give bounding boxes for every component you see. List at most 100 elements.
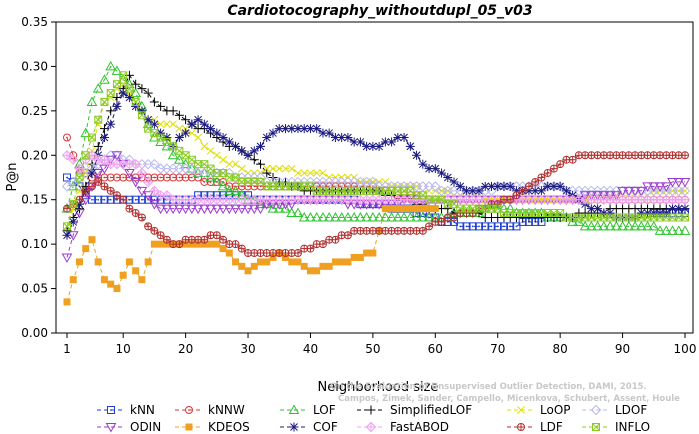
point-COF-33 xyxy=(268,128,278,138)
point-LoOP-23 xyxy=(206,146,215,155)
point-LoOP-38 xyxy=(300,169,309,177)
point-LOF-91 xyxy=(629,220,641,231)
point-LOF-97 xyxy=(667,225,678,235)
point-COF-8 xyxy=(112,101,122,111)
point-ODIN-23 xyxy=(205,204,216,215)
point-LOF-44 xyxy=(336,211,348,222)
point-SimplifiedLOF-30 xyxy=(249,155,259,165)
point-ODIN-13 xyxy=(142,191,154,201)
point-FastABOD-99 xyxy=(679,194,691,205)
point-KDEOS-36 xyxy=(288,258,296,266)
point-KDEOS-53 xyxy=(394,205,402,213)
point-COF-51 xyxy=(380,137,390,147)
point-LOF-84 xyxy=(586,220,597,231)
y-tick-label-7: 0.35 xyxy=(21,15,48,29)
legend-marker-COF xyxy=(289,422,299,432)
legend-label-INFLO: INFLO xyxy=(615,420,650,434)
point-LOF-40 xyxy=(311,211,323,222)
point-LOF-46 xyxy=(348,211,360,222)
point-LOF-50 xyxy=(373,211,385,222)
point-KDEOS-54 xyxy=(400,205,408,213)
point-COF-27 xyxy=(231,141,241,151)
point-INFLO-7 xyxy=(106,89,115,98)
point-COF-30 xyxy=(249,146,259,156)
point-FastABOD-1 xyxy=(68,154,79,165)
point-ODIN-8 xyxy=(111,151,123,161)
point-KDEOS-44 xyxy=(338,258,346,266)
point-COF-76 xyxy=(536,186,546,196)
point-KDEOS-16 xyxy=(163,240,171,248)
point-LOF-3 xyxy=(80,127,92,138)
point-ODIN-22 xyxy=(198,204,210,215)
point-LDF-75 xyxy=(531,177,540,186)
point-COF-24 xyxy=(212,128,222,138)
point-COF-85 xyxy=(593,204,603,214)
point-LOF-96 xyxy=(660,225,672,235)
point-KDEOS-59 xyxy=(431,205,439,213)
y-axis-label: P@n xyxy=(5,162,20,191)
point-ODIN-11 xyxy=(130,177,142,188)
point-kNN-68 xyxy=(487,222,496,231)
point-kNNW-18 xyxy=(175,173,184,182)
point-COF-20 xyxy=(187,119,197,129)
point-LDF-60 xyxy=(437,217,446,226)
point-COF-98 xyxy=(674,204,684,214)
point-LoOP-2 xyxy=(75,186,84,195)
point-COF-56 xyxy=(412,150,422,160)
legend-label-FastABOD: FastABOD xyxy=(390,420,449,434)
point-LDF-39 xyxy=(306,244,315,253)
legend-item-COF: COF xyxy=(280,420,338,434)
point-LDOF-3 xyxy=(80,167,91,179)
point-KDEOS-47 xyxy=(356,253,364,261)
point-LDF-77 xyxy=(543,169,552,178)
series-FastABOD xyxy=(61,150,691,205)
point-KDEOS-55 xyxy=(406,205,414,213)
point-kNNW-15 xyxy=(156,173,165,182)
point-LOF-85 xyxy=(592,220,603,231)
legend-marker-LDF xyxy=(517,423,525,431)
point-LOF-47 xyxy=(355,211,366,222)
series-KDEOS xyxy=(63,205,439,306)
watermark-line-1: On the Evaluation of Unsupervised Outlie… xyxy=(330,382,647,392)
point-LoOP-41 xyxy=(319,169,327,177)
point-ODIN-90 xyxy=(623,186,635,197)
point-ODIN-2 xyxy=(74,209,85,219)
point-FastABOD-16 xyxy=(161,190,173,201)
legend-item-kNN: kNN xyxy=(97,403,155,417)
point-KDEOS-42 xyxy=(325,262,333,270)
point-LDF-25 xyxy=(219,235,228,244)
point-kNN-64 xyxy=(462,222,471,231)
x-tick-label-8: 80 xyxy=(553,342,568,356)
point-INFLO-18 xyxy=(175,146,184,155)
point-KDEOS-46 xyxy=(350,253,358,261)
point-KDEOS-33 xyxy=(269,253,277,261)
point-INFLO-2 xyxy=(75,173,84,182)
point-KDEOS-58 xyxy=(425,205,433,213)
point-LOF-93 xyxy=(642,220,653,231)
point-LDOF-59 xyxy=(430,181,441,192)
point-ODIN-0 xyxy=(61,253,73,263)
point-KDEOS-48 xyxy=(363,249,371,257)
point-LDF-4 xyxy=(87,182,96,191)
point-COF-77 xyxy=(543,181,553,191)
point-LDF-74 xyxy=(524,182,533,191)
point-KDEOS-40 xyxy=(313,267,321,275)
point-LoOP-34 xyxy=(275,164,284,173)
point-kNNW-17 xyxy=(169,173,178,182)
x-axis-label: Neighborhood size xyxy=(318,380,439,395)
point-LDF-5 xyxy=(94,177,103,186)
point-kNN-71 xyxy=(506,222,515,231)
point-LDF-69 xyxy=(493,200,502,209)
legend-label-kNNW: kNNW xyxy=(208,403,245,417)
point-COF-0 xyxy=(62,230,72,240)
point-LOF-94 xyxy=(648,220,660,231)
point-LDF-12 xyxy=(137,213,146,222)
y-tick-label-4: 0.20 xyxy=(21,148,48,162)
point-LDF-76 xyxy=(537,173,546,182)
point-LOF-39 xyxy=(305,211,316,222)
point-KDEOS-23 xyxy=(207,240,215,248)
point-ODIN-20 xyxy=(186,204,198,215)
point-ODIN-17 xyxy=(167,204,179,215)
point-LOF-41 xyxy=(317,211,329,222)
point-ODIN-83 xyxy=(579,191,591,201)
